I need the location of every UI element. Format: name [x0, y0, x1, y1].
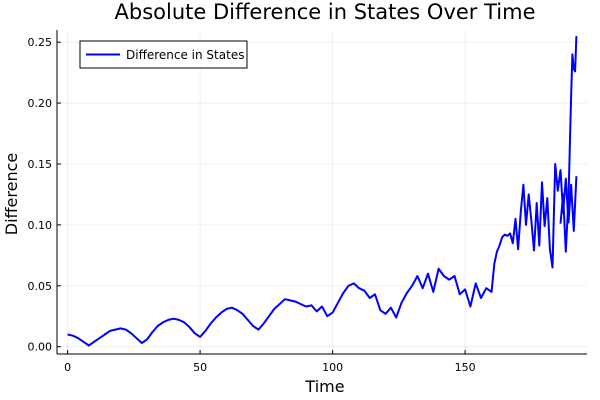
legend: Difference in States: [79, 40, 248, 69]
y-axis-label: Difference: [2, 153, 21, 235]
grid-lines: [57, 30, 587, 354]
x-axis-label: Time: [304, 377, 344, 396]
x-tick-label: 100: [322, 361, 343, 374]
y-tick-label: 0.15: [28, 158, 53, 171]
series-group: [67, 36, 578, 347]
x-tick-label: 0: [64, 361, 71, 374]
series-line-difference-in-states: [67, 163, 578, 347]
y-tick-label: 0.20: [28, 97, 53, 110]
chart-title: Absolute Difference in States Over Time: [115, 0, 536, 24]
y-tick-label: 0.05: [28, 280, 53, 293]
y-tick-label: 0.25: [28, 36, 53, 49]
tick-labels: 0 50 100 150 0.00 0.05 0.10 0.15 0.20 0.25: [28, 36, 476, 374]
legend-entry-difference-in-states: Difference in States: [126, 48, 244, 62]
x-tick-label: 150: [455, 361, 476, 374]
series-line-difference-in-states-spike: [559, 36, 578, 253]
axes-frame: [56, 30, 587, 355]
y-tick-label: 0.00: [28, 341, 53, 354]
y-tick-label: 0.10: [28, 219, 53, 232]
x-tick-label: 50: [193, 361, 207, 374]
